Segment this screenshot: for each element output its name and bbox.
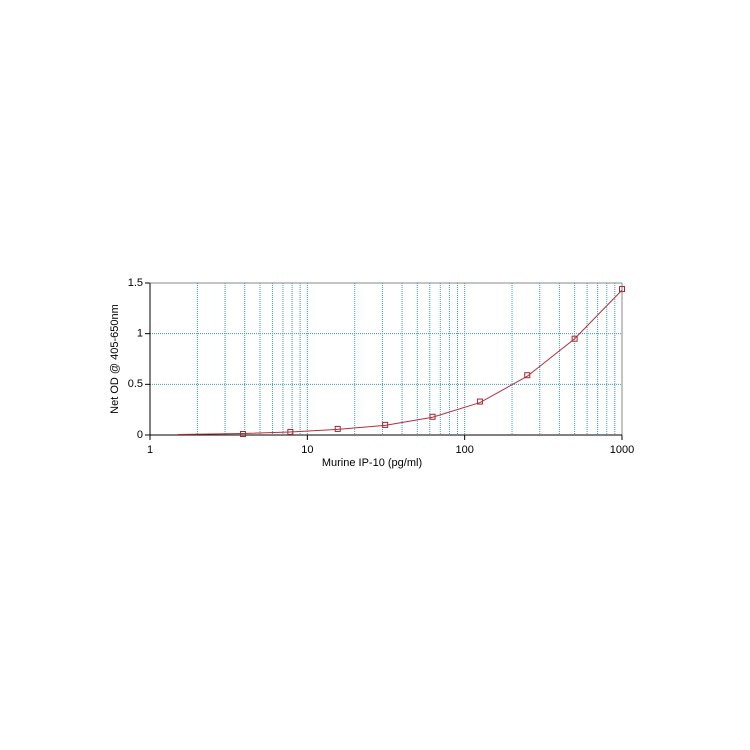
data-point xyxy=(571,335,578,342)
x-tick-label: 100 xyxy=(455,444,473,456)
plot-frame xyxy=(149,282,623,436)
x-tick-label: 1 xyxy=(147,444,153,456)
x-tick-label: 10 xyxy=(301,444,313,456)
x-tick-label: 1000 xyxy=(610,444,634,456)
y-tick-label: 0 xyxy=(137,429,143,441)
y-tick-label: 0.5 xyxy=(128,378,143,390)
y-axis-label: Net OD @ 405-650nm xyxy=(109,304,121,414)
fit-curve xyxy=(177,289,623,435)
y-tick-label: 1.5 xyxy=(128,277,143,289)
data-point xyxy=(524,372,531,379)
x-axis-label: Murine IP-10 (pg/ml) xyxy=(322,457,422,469)
y-tick-label: 1 xyxy=(137,328,143,340)
data-point xyxy=(619,286,625,293)
